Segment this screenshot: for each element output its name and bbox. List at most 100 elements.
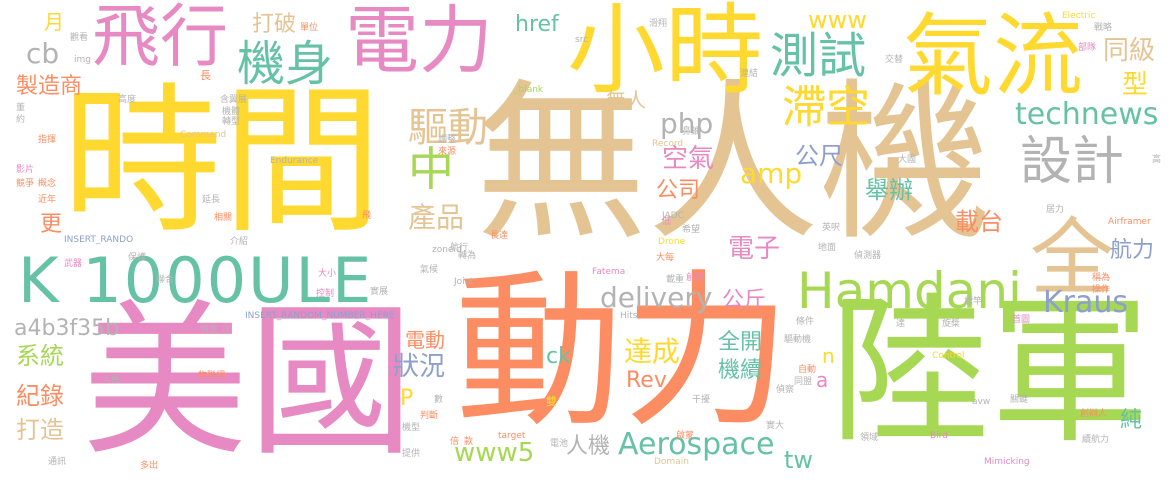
word: Bird (930, 431, 948, 441)
word: 中 (408, 142, 454, 196)
word: 滑翔 (649, 19, 668, 29)
word: P (400, 386, 414, 411)
word: 機型 (402, 423, 421, 433)
word: 無人 (606, 88, 646, 112)
word: Command (180, 130, 227, 140)
word: 競爭 (16, 179, 35, 189)
word: 偵測器 (854, 251, 882, 261)
word: 居力 (1046, 205, 1065, 215)
word: 約 (16, 115, 26, 125)
word: Endurance (270, 156, 319, 166)
word: 同級 (1103, 36, 1156, 66)
word: 部隊 (1078, 43, 1097, 53)
word: 多出 (140, 461, 159, 471)
word: 時間 (62, 68, 383, 255)
word: 氣流 (903, 4, 1083, 109)
word: 雙 (546, 395, 557, 408)
word: 測試 (770, 28, 867, 84)
word: 條件 (796, 317, 815, 327)
word: 董 (16, 103, 26, 113)
word: 倍 (450, 437, 460, 447)
word: 美國 (82, 286, 414, 479)
word: 紀錄 (16, 382, 64, 410)
word: 偵查 (200, 325, 219, 335)
word: Hits (620, 311, 638, 321)
word: 首圖 (1012, 315, 1031, 325)
word: 陸軍 (830, 278, 1151, 465)
word: 自動 (798, 365, 817, 375)
word: 載台 (955, 208, 1003, 236)
word: Electric (1062, 11, 1096, 21)
word: 提供 (402, 449, 421, 459)
word: 電力 (345, 0, 493, 84)
word: 英呎 (822, 223, 841, 233)
word: 介紹 (230, 237, 249, 247)
word: 達 (896, 319, 906, 329)
word: Mimicking (984, 457, 1030, 467)
word: JADC (662, 211, 684, 221)
word: 單位 (300, 23, 319, 33)
word: Control (932, 351, 965, 361)
word: www (808, 6, 867, 34)
word: 飛 (362, 211, 372, 221)
word: 通訊 (48, 457, 67, 467)
word: 稱為 (1092, 273, 1111, 283)
word: avw (972, 397, 991, 407)
word: 近年 (38, 195, 57, 205)
word: 續航力 (1082, 435, 1110, 445)
word: 電子 (728, 234, 781, 264)
word: href (515, 12, 559, 37)
word: zoneid (432, 245, 462, 255)
word: php (660, 107, 714, 140)
word: 大每 (656, 253, 675, 263)
word: delivery (600, 281, 713, 314)
word: 交替 (885, 55, 904, 65)
word: 電池 (550, 439, 569, 449)
word: Fatema (592, 267, 626, 277)
word: 轉型 (222, 117, 241, 127)
word: 空氣 (662, 144, 715, 174)
word: 機續 (718, 358, 763, 383)
word: 含翼展 (220, 95, 248, 105)
word: INSERT_RANDOM_NUMBER_HERE (245, 311, 395, 321)
word: 公尺 (795, 142, 843, 170)
word: 全開 (718, 330, 763, 355)
word: 人機 (566, 434, 611, 459)
word: INSERT_RANDO (64, 235, 134, 245)
word: 干擾 (692, 395, 711, 405)
word: 氣候 (420, 265, 439, 275)
word: 長 (200, 69, 211, 82)
word: 更 (40, 212, 63, 237)
word: cb (26, 37, 60, 70)
word: 無人機 (475, 63, 991, 264)
word: 創辦人 (1080, 409, 1108, 419)
word: 武器 (64, 259, 83, 269)
word: 公斤 (722, 288, 767, 313)
word: 人員 (102, 375, 121, 385)
word: 指揮 (38, 135, 57, 145)
word: 舉辦 (865, 176, 913, 204)
word: 產品 (408, 201, 465, 234)
word: 大國 (898, 155, 917, 165)
word: 載重 (666, 275, 685, 285)
word: 高度 (118, 95, 137, 105)
word: Kraus (1043, 285, 1129, 320)
word: 偵察 (776, 385, 795, 395)
word: 實大 (766, 421, 785, 431)
word: tw (784, 446, 814, 474)
word: src (575, 35, 589, 45)
word: 電動 (405, 328, 445, 352)
word: 狀況 (393, 352, 446, 382)
word: Domain (654, 457, 689, 467)
word: _blank (514, 85, 544, 95)
word: 地面 (818, 243, 837, 253)
word: 創造 (686, 273, 705, 283)
word: 設計 (1020, 132, 1125, 192)
word: 驅動機 (784, 335, 812, 345)
word: 轉為 (458, 251, 477, 261)
word: 數 (434, 395, 444, 405)
word: a4b3f35b (14, 316, 120, 341)
word: n (822, 344, 835, 368)
word: img (74, 55, 91, 65)
word: 飛行 (92, 0, 229, 77)
